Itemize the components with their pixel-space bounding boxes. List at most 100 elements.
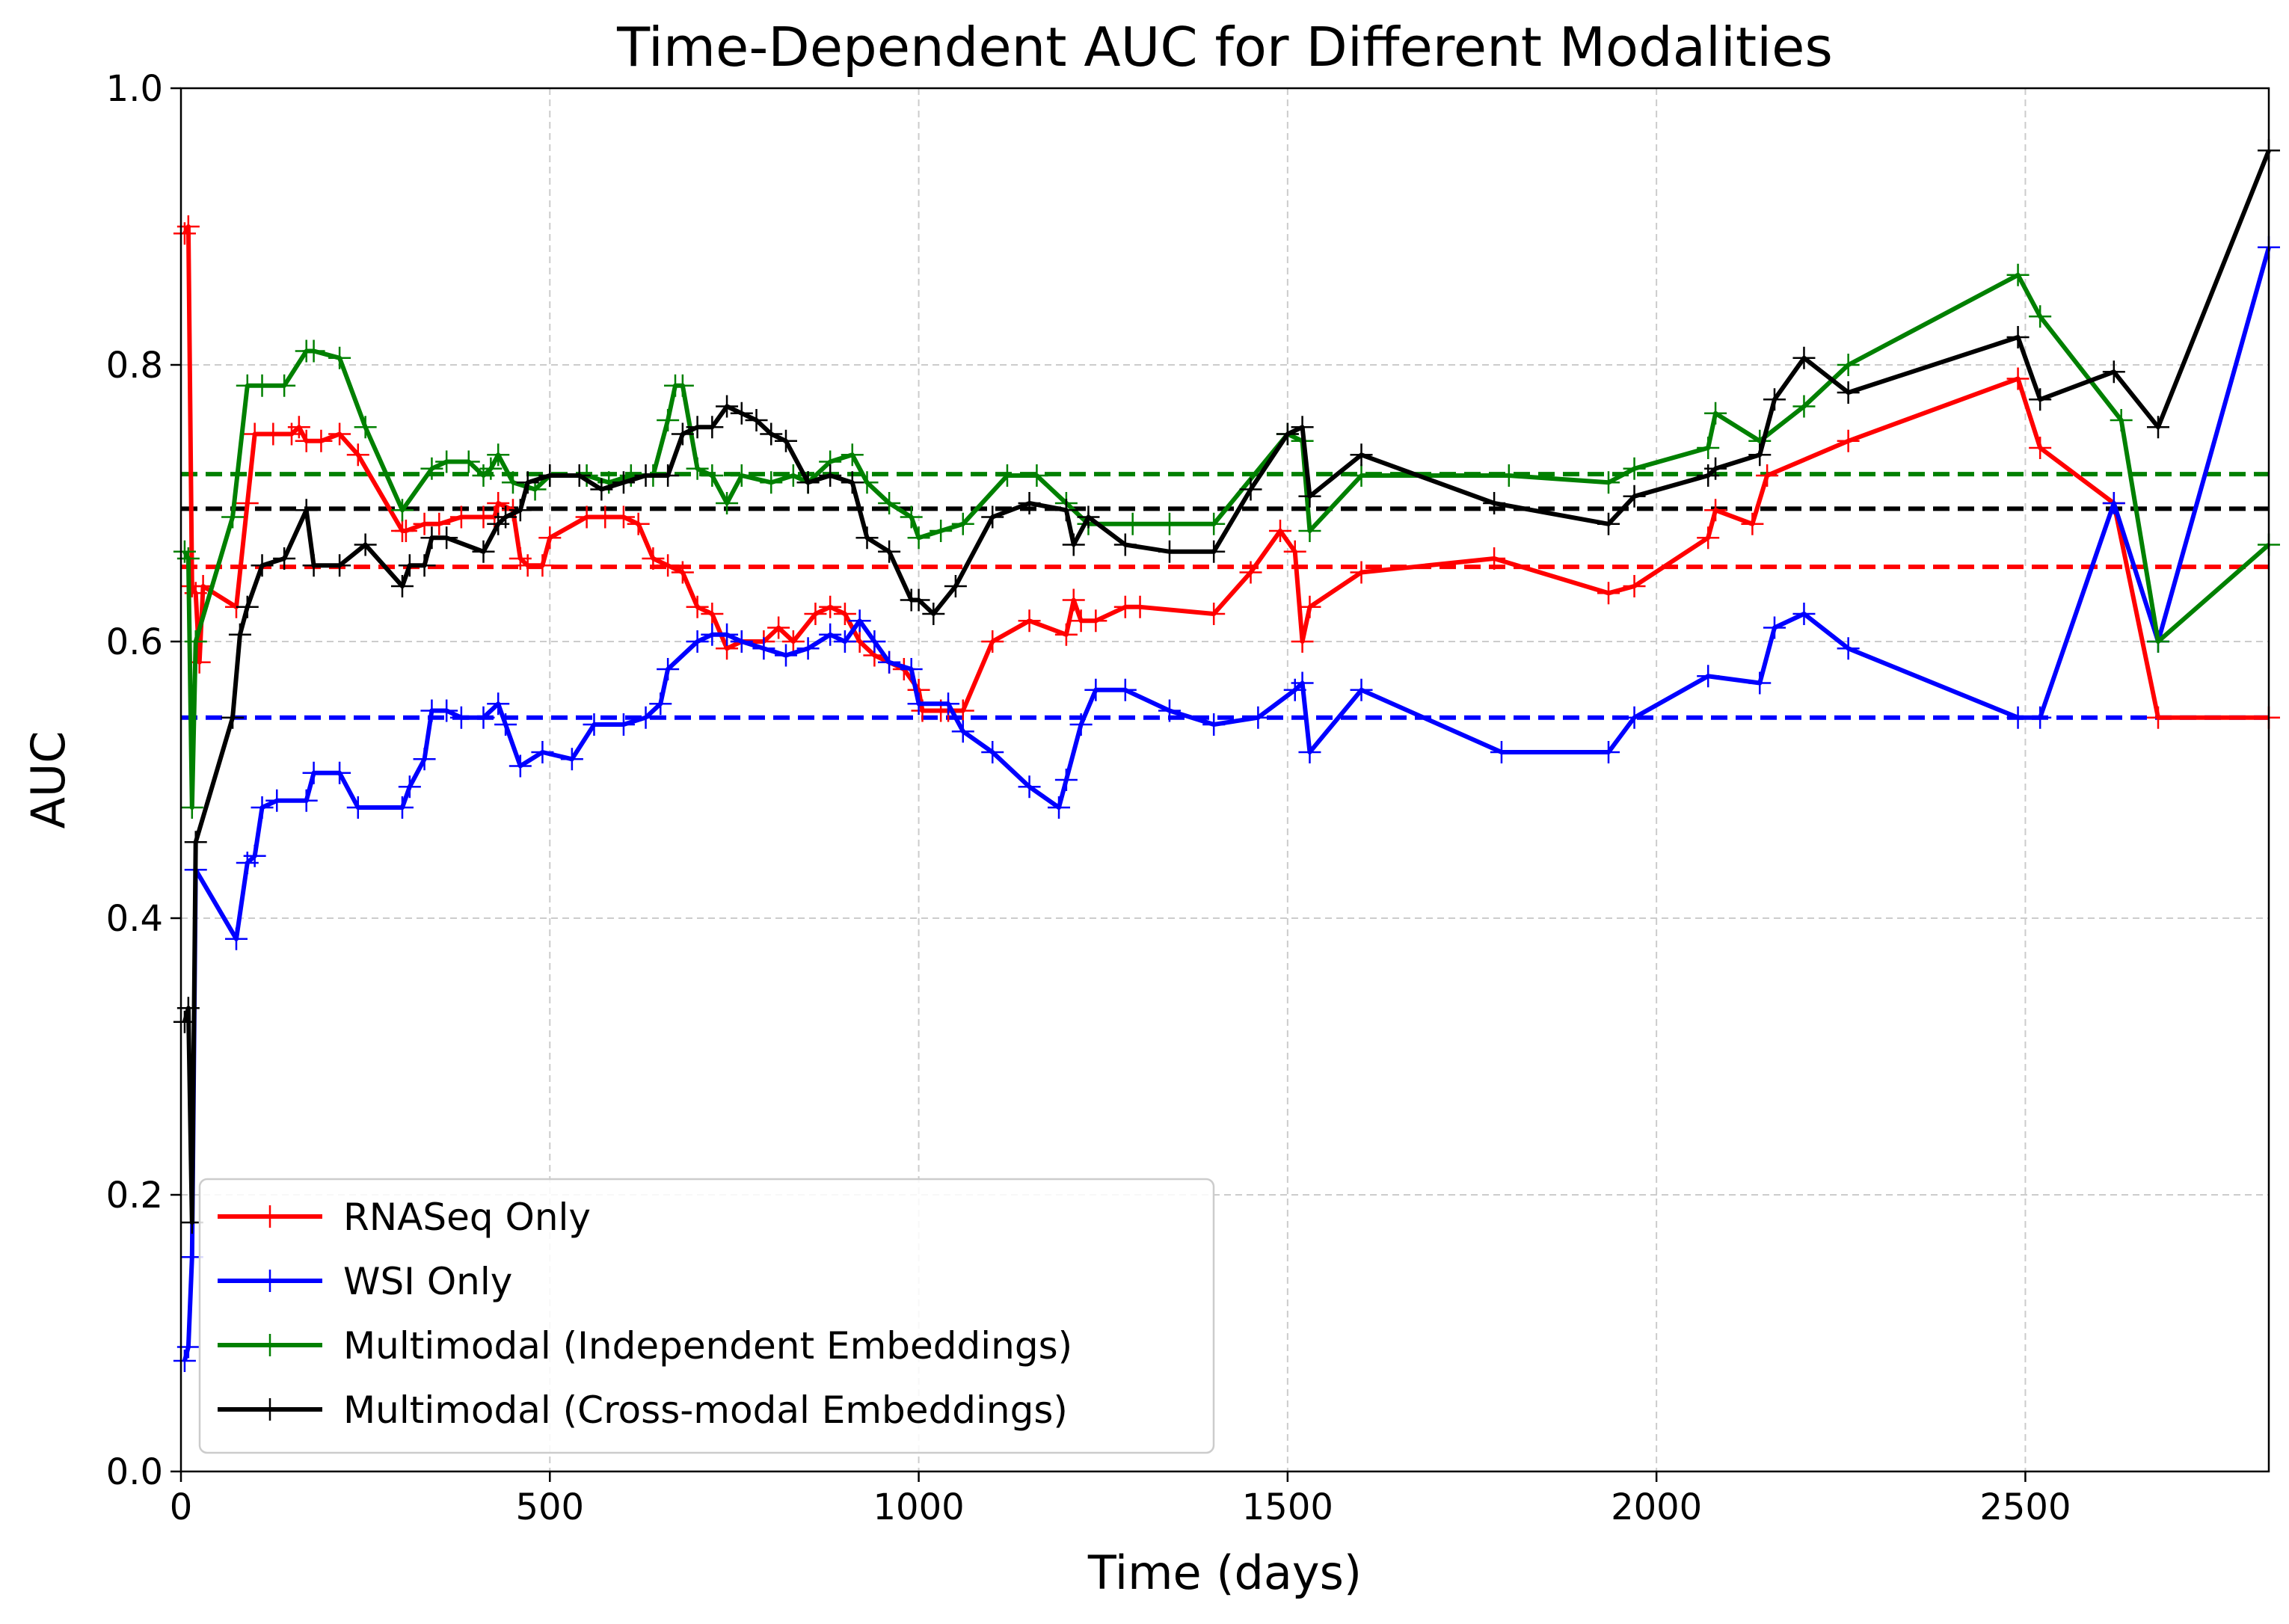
data-point-marker (295, 789, 318, 812)
data-point-marker (1704, 457, 1727, 480)
data-point-marker (1623, 575, 1646, 597)
legend-marker-1 (259, 1270, 281, 1292)
data-point-marker (686, 630, 709, 653)
data-point-marker (2006, 367, 2030, 390)
data-point-marker (730, 630, 753, 653)
data-point-marker (657, 464, 680, 487)
data-point-marker (634, 706, 657, 729)
y-tick-label: 0.2 (106, 1175, 163, 1217)
data-point-marker (686, 595, 709, 618)
legend-label-1: WSI Only (343, 1260, 512, 1303)
data-point-marker (1697, 665, 1720, 688)
data-point-marker (1121, 512, 1144, 535)
data-point-marker (1291, 416, 1314, 439)
data-point-marker (701, 416, 724, 439)
data-point-marker (1202, 713, 1226, 736)
data-point-marker (1483, 492, 1506, 514)
data-point-marker (1018, 775, 1041, 799)
data-point-marker (494, 713, 517, 736)
data-point-marker (649, 692, 672, 716)
data-point-marker (760, 471, 783, 494)
legend-marker-0 (259, 1205, 281, 1228)
data-point-marker (907, 526, 930, 550)
data-point-marker (819, 623, 842, 646)
y-tick-label: 0.4 (106, 898, 163, 940)
data-point-marker (930, 520, 953, 542)
data-point-marker (1623, 706, 1646, 729)
data-point-marker (1113, 678, 1137, 701)
data-point-marker (2029, 305, 2052, 328)
data-point-marker (716, 492, 739, 514)
data-point-marker (428, 512, 451, 535)
data-point-marker (1298, 520, 1321, 542)
data-point-marker (251, 554, 274, 577)
legend-label-3: Multimodal (Cross-modal Embeddings) (343, 1388, 1068, 1432)
data-point-marker (302, 554, 325, 577)
data-point-marker (1483, 547, 1506, 570)
data-point-marker (804, 603, 827, 625)
data-point-marker (1704, 499, 1727, 522)
data-point-marker (273, 547, 296, 570)
data-point-marker (1298, 595, 1321, 618)
data-point-marker (1490, 741, 1513, 763)
legend-label-2: Multimodal (Independent Embeddings) (343, 1324, 1072, 1368)
data-point-marker (354, 533, 377, 556)
x-tick-label: 500 (515, 1486, 584, 1528)
data-point-marker (900, 658, 923, 680)
data-point-marker (951, 512, 974, 535)
data-point-marker (1748, 443, 1772, 467)
data-point-marker (487, 492, 510, 514)
data-point-marker (487, 443, 510, 467)
data-point-marker (394, 520, 417, 542)
data-point-marker (346, 796, 369, 819)
data-point-marker (354, 416, 377, 439)
data-point-marker (951, 699, 974, 722)
data-point-marker (583, 713, 606, 736)
data-point-marker (1128, 595, 1152, 618)
data-point-marker (173, 1350, 196, 1372)
data-point-marker (1748, 671, 1772, 695)
data-point-marker (1084, 678, 1107, 701)
data-point-marker (435, 699, 458, 722)
data-point-marker (1291, 630, 1314, 653)
data-point-marker (981, 630, 1004, 653)
data-point-marker (730, 402, 753, 425)
data-point-marker (1048, 796, 1071, 819)
data-point-marker (236, 595, 259, 618)
x-tick-label: 2500 (1979, 1486, 2071, 1528)
data-point-marker (716, 395, 739, 418)
data-point-marker (457, 450, 480, 473)
data-point-marker (1763, 616, 1786, 639)
data-point-marker (841, 443, 864, 467)
data-point-marker (2029, 437, 2052, 459)
y-tick-label: 0.0 (106, 1451, 163, 1493)
data-point-marker (767, 616, 790, 639)
legend-box (198, 1178, 1215, 1454)
y-axis-title: AUC (21, 731, 76, 828)
data-point-marker (435, 526, 458, 550)
data-point-marker (657, 658, 680, 680)
y-tick-label: 1.0 (106, 68, 163, 110)
data-point-marker (634, 464, 657, 487)
data-point-marker (413, 554, 436, 577)
data-point-marker (2102, 492, 2125, 514)
data-point-marker (2147, 416, 2170, 439)
data-point-marker (390, 499, 414, 522)
data-point-marker (657, 554, 680, 577)
data-point-marker (346, 443, 369, 467)
data-point-marker (833, 630, 856, 653)
data-point-marker (878, 492, 901, 514)
data-point-marker (560, 748, 583, 771)
data-point-marker (1597, 512, 1620, 535)
data-point-marker (774, 644, 797, 667)
data-point-marker (494, 505, 517, 529)
data-point-marker (833, 603, 856, 625)
data-point-marker (774, 429, 797, 452)
data-point-marker (295, 499, 318, 522)
series-markers-1 (173, 236, 2280, 1372)
data-point-marker (878, 650, 901, 674)
data-point-marker (612, 471, 635, 494)
data-point-marker (951, 720, 974, 743)
data-point-marker (1298, 485, 1321, 508)
legend-marker-3 (259, 1398, 281, 1421)
